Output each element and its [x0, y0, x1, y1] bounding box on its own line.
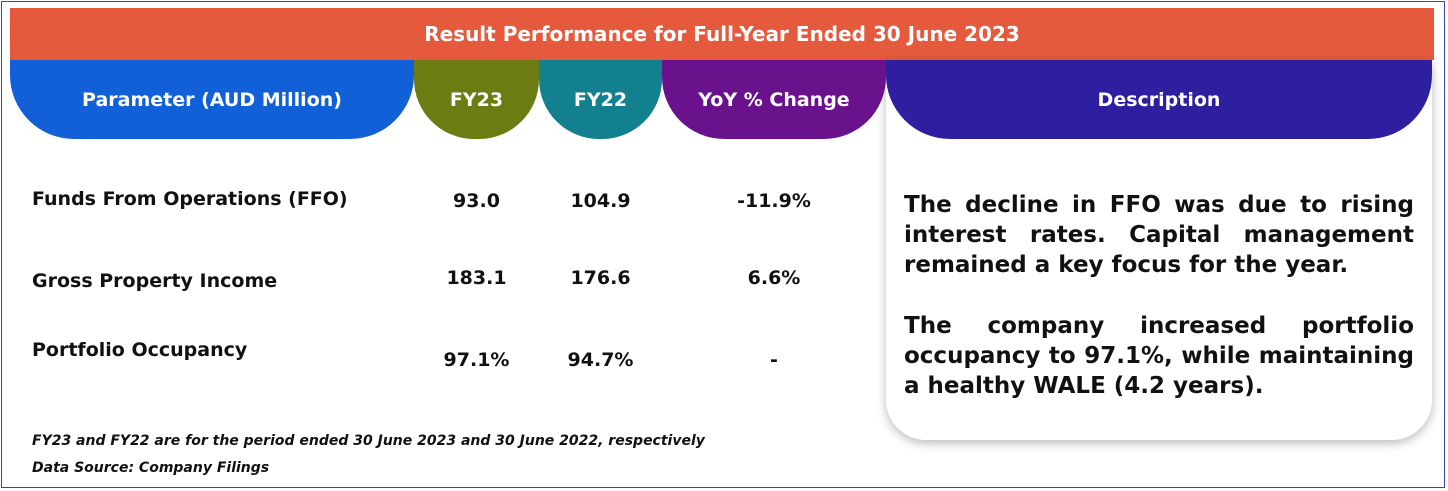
row-ffo-parameter: Funds From Operations (FFO)	[32, 188, 348, 210]
row-ffo-fy23: 93.0	[453, 190, 500, 212]
header-fy22-label: FY22	[573, 88, 628, 111]
description-paragraph-ffo: The decline in FFO was due to rising int…	[904, 192, 1414, 278]
row-gpi-parameter: Gross Property Income	[32, 270, 278, 292]
row-gpi-yoy: 6.6%	[747, 267, 801, 289]
row-occupancy-parameter: Portfolio Occupancy	[32, 339, 248, 361]
row-gpi-fy23: 183.1	[446, 267, 507, 289]
period-footnote: FY23 and FY22 are for the period ended 3…	[32, 433, 705, 449]
header-description-label: Description	[1097, 88, 1221, 111]
header-description: Description	[886, 60, 1432, 139]
header-yoy: YoY % Change	[662, 60, 886, 139]
page-title: Result Performance for Full-Year Ended 3…	[424, 22, 1020, 46]
header-parameter: Parameter (AUD Million)	[10, 60, 414, 139]
title-banner: Result Performance for Full-Year Ended 3…	[10, 8, 1434, 60]
row-occupancy-yoy: -	[770, 349, 778, 371]
row-ffo-fy22: 104.9	[570, 190, 631, 212]
row-occupancy-fy23: 97.1%	[443, 349, 510, 371]
row-gpi-fy22: 176.6	[570, 267, 631, 289]
data-source-footnote: Data Source: Company Filings	[32, 460, 270, 476]
header-yoy-label: YoY % Change	[698, 88, 850, 111]
row-occupancy-fy22: 94.7%	[567, 349, 634, 371]
row-ffo-yoy: -11.9%	[737, 190, 811, 212]
description-paragraph-occupancy: The company increased portfolio occupanc…	[904, 313, 1414, 399]
header-parameter-label: Parameter (AUD Million)	[82, 88, 342, 111]
header-fy23-label: FY23	[449, 88, 504, 111]
